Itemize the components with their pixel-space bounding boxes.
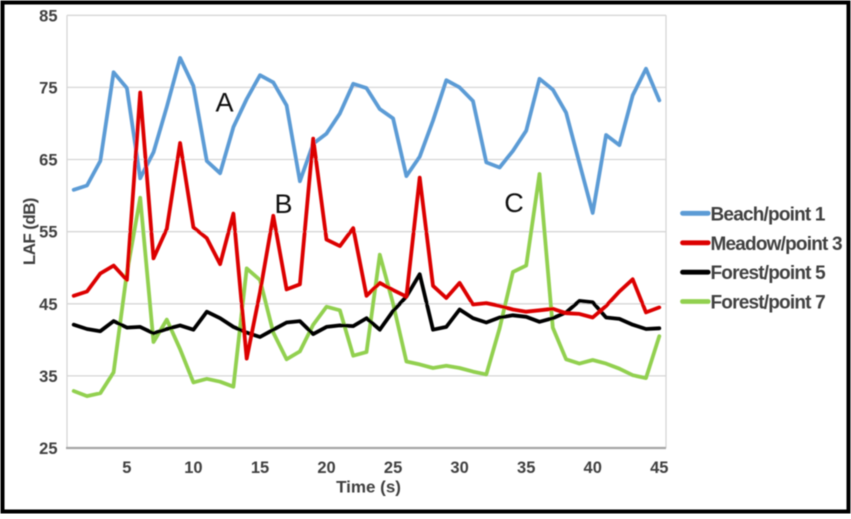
svg-text:B: B [274, 189, 292, 219]
svg-text:10: 10 [184, 459, 202, 477]
svg-text:35: 35 [517, 459, 535, 477]
svg-text:45: 45 [39, 296, 57, 314]
svg-text:65: 65 [39, 152, 57, 170]
svg-text:Forest/point 7: Forest/point 7 [711, 293, 826, 314]
svg-text:Forest/point 5: Forest/point 5 [711, 263, 827, 284]
svg-text:30: 30 [450, 459, 468, 477]
svg-text:5: 5 [122, 459, 131, 477]
svg-text:55: 55 [39, 224, 57, 242]
svg-text:Meadow/point 3: Meadow/point 3 [711, 234, 843, 255]
svg-text:20: 20 [317, 459, 335, 477]
svg-text:75: 75 [39, 79, 57, 97]
svg-text:C: C [504, 188, 524, 218]
svg-text:85: 85 [39, 7, 57, 25]
svg-text:40: 40 [584, 459, 602, 477]
svg-text:25: 25 [39, 440, 57, 458]
svg-text:Beach/point 1: Beach/point 1 [711, 204, 826, 225]
svg-text:A: A [215, 88, 233, 118]
svg-text:35: 35 [39, 368, 57, 386]
svg-text:25: 25 [384, 459, 402, 477]
svg-text:Time (s): Time (s) [336, 478, 401, 497]
svg-text:LAF (dB): LAF (dB) [20, 198, 39, 265]
svg-text:45: 45 [650, 459, 668, 477]
svg-text:15: 15 [251, 459, 269, 477]
